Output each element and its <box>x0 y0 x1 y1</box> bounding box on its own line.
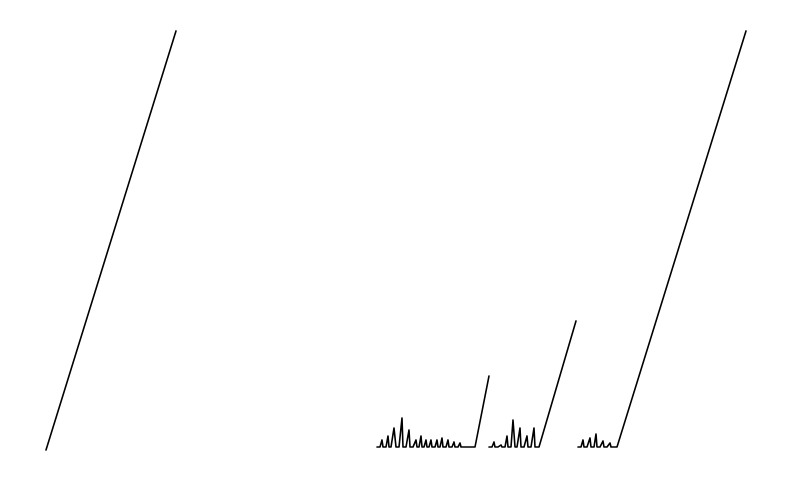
tick-cluster-c <box>577 30 747 448</box>
tick-cluster-b <box>488 320 577 448</box>
tick-cluster-a <box>376 375 490 448</box>
tall-stroke-left <box>45 30 177 451</box>
strokes-group <box>45 30 747 451</box>
